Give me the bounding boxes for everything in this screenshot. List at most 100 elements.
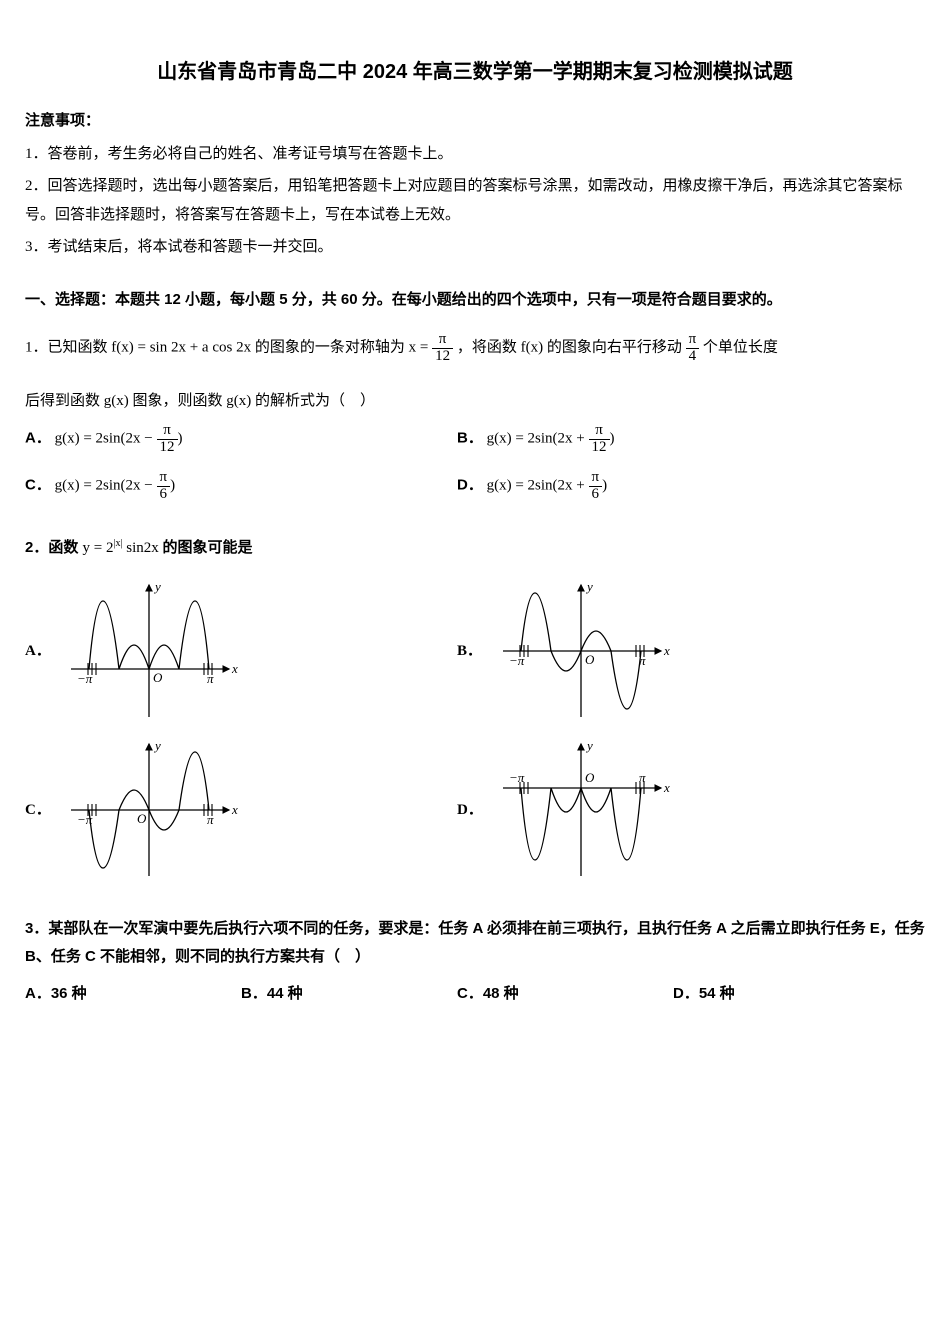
axis-x-label: x bbox=[663, 643, 670, 658]
q3-option-c[interactable]: C．48 种 bbox=[457, 980, 673, 1009]
option-label: C． bbox=[25, 796, 57, 825]
option-label: C． bbox=[25, 477, 51, 494]
neg-pi-label: −π bbox=[77, 671, 93, 686]
q3-stem: 3．某部队在一次军演中要先后执行六项不同的任务，要求是：任务 A 必须排在前三项… bbox=[25, 915, 925, 972]
page-title: 山东省青岛市青岛二中 2024 年高三数学第一学期期末复习检测模拟试题 bbox=[25, 53, 925, 91]
q1-text: 的解析式为（ ） bbox=[255, 393, 375, 409]
axis-y-label: y bbox=[585, 738, 593, 753]
option-label: A． bbox=[25, 637, 57, 666]
q2-stem: 2．函数 y = 2|x| sin2x 的图象可能是 bbox=[25, 534, 925, 563]
graph-c-svg: x y −π π O bbox=[57, 738, 242, 883]
q1-fx: f(x) = sin 2x + a cos 2x bbox=[111, 340, 251, 356]
q2-exp: |x| bbox=[113, 538, 122, 549]
frac-den: 12 bbox=[432, 349, 453, 365]
q2-fx: y = 2 bbox=[83, 540, 114, 556]
pos-pi-label: π bbox=[207, 671, 214, 686]
axis-x-label: x bbox=[231, 661, 238, 676]
option-label: B． bbox=[457, 430, 483, 447]
q1c-pre: g(x) = 2sin(2x − bbox=[55, 478, 157, 494]
frac-den: 12 bbox=[157, 440, 178, 456]
q1c-frac: π6 bbox=[157, 470, 171, 503]
q1-text: 图象，则函数 bbox=[133, 393, 227, 409]
q2-option-d[interactable]: D． x y −π π O bbox=[457, 738, 889, 883]
q2-sin: sin2x bbox=[123, 540, 159, 556]
origin-label: O bbox=[137, 811, 147, 826]
section-heading: 一、选择题：本题共 12 小题，每小题 5 分，共 60 分。在每小题给出的四个… bbox=[25, 286, 925, 315]
q1d-frac: π6 bbox=[589, 470, 603, 503]
origin-label: O bbox=[153, 670, 163, 685]
q1-gx: g(x) bbox=[104, 393, 129, 409]
graph-b-svg: x y −π π O bbox=[489, 579, 674, 724]
q1-text: 后得到函数 bbox=[25, 393, 104, 409]
q1-option-a[interactable]: A． g(x) = 2sin(2x − π12) bbox=[25, 423, 457, 456]
q1-fx2: f(x) bbox=[521, 340, 544, 356]
q1a-post: ) bbox=[178, 431, 183, 447]
q1-stem-line2: 后得到函数 g(x) 图象，则函数 g(x) 的解析式为（ ） bbox=[25, 387, 925, 416]
q1b-frac: π12 bbox=[589, 423, 610, 456]
graph-d-svg: x y −π π O bbox=[489, 738, 674, 883]
q1-text: 个单位长度 bbox=[703, 340, 778, 356]
q1-option-d[interactable]: D． g(x) = 2sin(2x + π6) bbox=[457, 470, 889, 503]
q1b-pre: g(x) = 2sin(2x + bbox=[487, 431, 589, 447]
origin-label: O bbox=[585, 770, 595, 785]
pos-pi-label: π bbox=[207, 812, 214, 827]
frac-den: 6 bbox=[157, 487, 171, 503]
frac-num: π bbox=[432, 332, 453, 349]
q3-option-b[interactable]: B．44 种 bbox=[241, 980, 457, 1009]
question-3: 3．某部队在一次军演中要先后执行六项不同的任务，要求是：任务 A 必须排在前三项… bbox=[25, 915, 925, 1009]
origin-label: O bbox=[585, 652, 595, 667]
q1d-pre: g(x) = 2sin(2x + bbox=[487, 478, 589, 494]
graph-a-svg: x y −π π O bbox=[57, 579, 242, 724]
frac-den: 4 bbox=[686, 349, 700, 365]
axis-x-label: x bbox=[663, 780, 670, 795]
q1c-post: ) bbox=[170, 478, 175, 494]
q1-sym-lhs: x = bbox=[409, 340, 429, 356]
frac-num: π bbox=[589, 470, 603, 487]
q1-text: ，将函数 bbox=[457, 340, 521, 356]
notice-line: 1．答卷前，考生务必将自己的姓名、准考证号填写在答题卡上。 bbox=[25, 140, 925, 169]
q2-options: A． x y −π π bbox=[25, 579, 925, 897]
neg-pi-label: −π bbox=[509, 653, 525, 668]
frac-num: π bbox=[157, 470, 171, 487]
axis-y-label: y bbox=[153, 579, 161, 594]
axis-y-label: y bbox=[585, 579, 593, 594]
q1a-frac: π12 bbox=[157, 423, 178, 456]
frac-num: π bbox=[686, 332, 700, 349]
q1-text: 的图象的一条对称轴为 bbox=[255, 340, 409, 356]
notice-line: 3．考试结束后，将本试卷和答题卡一并交回。 bbox=[25, 233, 925, 262]
q1-options: A． g(x) = 2sin(2x − π12) B． g(x) = 2sin(… bbox=[25, 423, 925, 516]
option-label: B． bbox=[457, 637, 489, 666]
q1-option-b[interactable]: B． g(x) = 2sin(2x + π12) bbox=[457, 423, 889, 456]
q1-sym-frac: π 12 bbox=[432, 332, 453, 365]
frac-den: 12 bbox=[589, 440, 610, 456]
notice-line: 2．回答选择题时，选出每小题答案后，用铅笔把答题卡上对应题目的答案标号涂黑，如需… bbox=[25, 172, 925, 229]
notice-head: 注意事项： bbox=[25, 107, 925, 136]
frac-den: 6 bbox=[589, 487, 603, 503]
q3-option-d[interactable]: D．54 种 bbox=[673, 980, 889, 1009]
q2-text: 2．函数 bbox=[25, 539, 83, 556]
option-label: A． bbox=[25, 430, 51, 447]
q1-text: 1．已知函数 bbox=[25, 340, 111, 356]
pos-pi-label: π bbox=[639, 770, 646, 785]
axis-x-label: x bbox=[231, 802, 238, 817]
q3-option-a[interactable]: A．36 种 bbox=[25, 980, 241, 1009]
q1-shift-frac: π 4 bbox=[686, 332, 700, 365]
neg-pi-label: −π bbox=[509, 770, 525, 785]
q1-option-c[interactable]: C． g(x) = 2sin(2x − π6) bbox=[25, 470, 457, 503]
q1a-pre: g(x) = 2sin(2x − bbox=[55, 431, 157, 447]
frac-num: π bbox=[157, 423, 178, 440]
axis-y-label: y bbox=[153, 738, 161, 753]
option-label: D． bbox=[457, 477, 483, 494]
frac-num: π bbox=[589, 423, 610, 440]
q1-stem-line1: 1．已知函数 f(x) = sin 2x + a cos 2x 的图象的一条对称… bbox=[25, 332, 925, 365]
question-1: 1．已知函数 f(x) = sin 2x + a cos 2x 的图象的一条对称… bbox=[25, 332, 925, 516]
q2-text: 的图象可能是 bbox=[163, 539, 253, 556]
q1-text: 的图象向右平行移动 bbox=[547, 340, 686, 356]
question-2: 2．函数 y = 2|x| sin2x 的图象可能是 A． x y bbox=[25, 534, 925, 897]
q3-options: A．36 种 B．44 种 C．48 种 D．54 种 bbox=[25, 980, 925, 1009]
q2-option-a[interactable]: A． x y −π π bbox=[25, 579, 457, 724]
q1b-post: ) bbox=[610, 431, 615, 447]
q1d-post: ) bbox=[602, 478, 607, 494]
q2-option-c[interactable]: C． x y −π π O bbox=[25, 738, 457, 883]
q2-option-b[interactable]: B． x y −π π O bbox=[457, 579, 889, 724]
